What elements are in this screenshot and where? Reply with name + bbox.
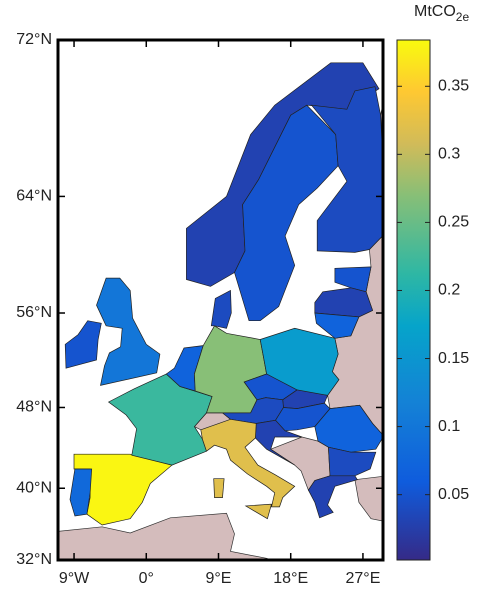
region — [255, 419, 303, 466]
colorbar-label-main: MtCO — [414, 3, 456, 20]
colorbar-tick-label: 0.25 — [438, 214, 469, 231]
y-tick-label: 32°N — [16, 551, 52, 568]
colorbar-tick-label: 0.1 — [438, 418, 460, 435]
colorbar-tick-label: 0.2 — [438, 282, 460, 299]
colorbar-tick-label: 0.05 — [438, 486, 469, 503]
region — [64, 320, 102, 369]
region — [314, 404, 383, 453]
axes-frame — [56, 38, 385, 562]
x-tick-label: 18°E — [273, 570, 308, 587]
region — [307, 475, 358, 519]
y-tick-label: 56°N — [16, 304, 52, 321]
region — [314, 312, 360, 339]
y-tick-label: 72°N — [16, 31, 52, 48]
y-tick-label: 48°N — [16, 399, 52, 416]
x-tick-label: 27°E — [346, 570, 381, 587]
y-tick-label: 40°N — [16, 479, 52, 496]
region — [210, 289, 232, 329]
region — [259, 327, 340, 396]
colorbar-tick-label: 0.3 — [438, 146, 460, 163]
region — [69, 468, 93, 517]
colorbar-tick-label: 0.35 — [438, 78, 469, 95]
x-tick-label: 9°E — [206, 570, 232, 587]
x-tick-label: 9°W — [59, 570, 90, 587]
colorbar — [396, 39, 431, 561]
x-tick-label: 0° — [139, 570, 154, 587]
colorbar-label-sub: 2e — [456, 10, 470, 24]
colorbar-label: MtCO2e — [414, 3, 469, 24]
land — [354, 475, 383, 522]
y-tick-label: 64°N — [16, 188, 52, 205]
region — [310, 86, 383, 253]
region — [314, 287, 374, 318]
colorbar-tick-label: 0.15 — [438, 350, 469, 367]
land — [58, 512, 273, 560]
region — [96, 277, 161, 386]
region — [234, 104, 339, 322]
map — [58, 62, 383, 560]
region — [200, 418, 296, 520]
